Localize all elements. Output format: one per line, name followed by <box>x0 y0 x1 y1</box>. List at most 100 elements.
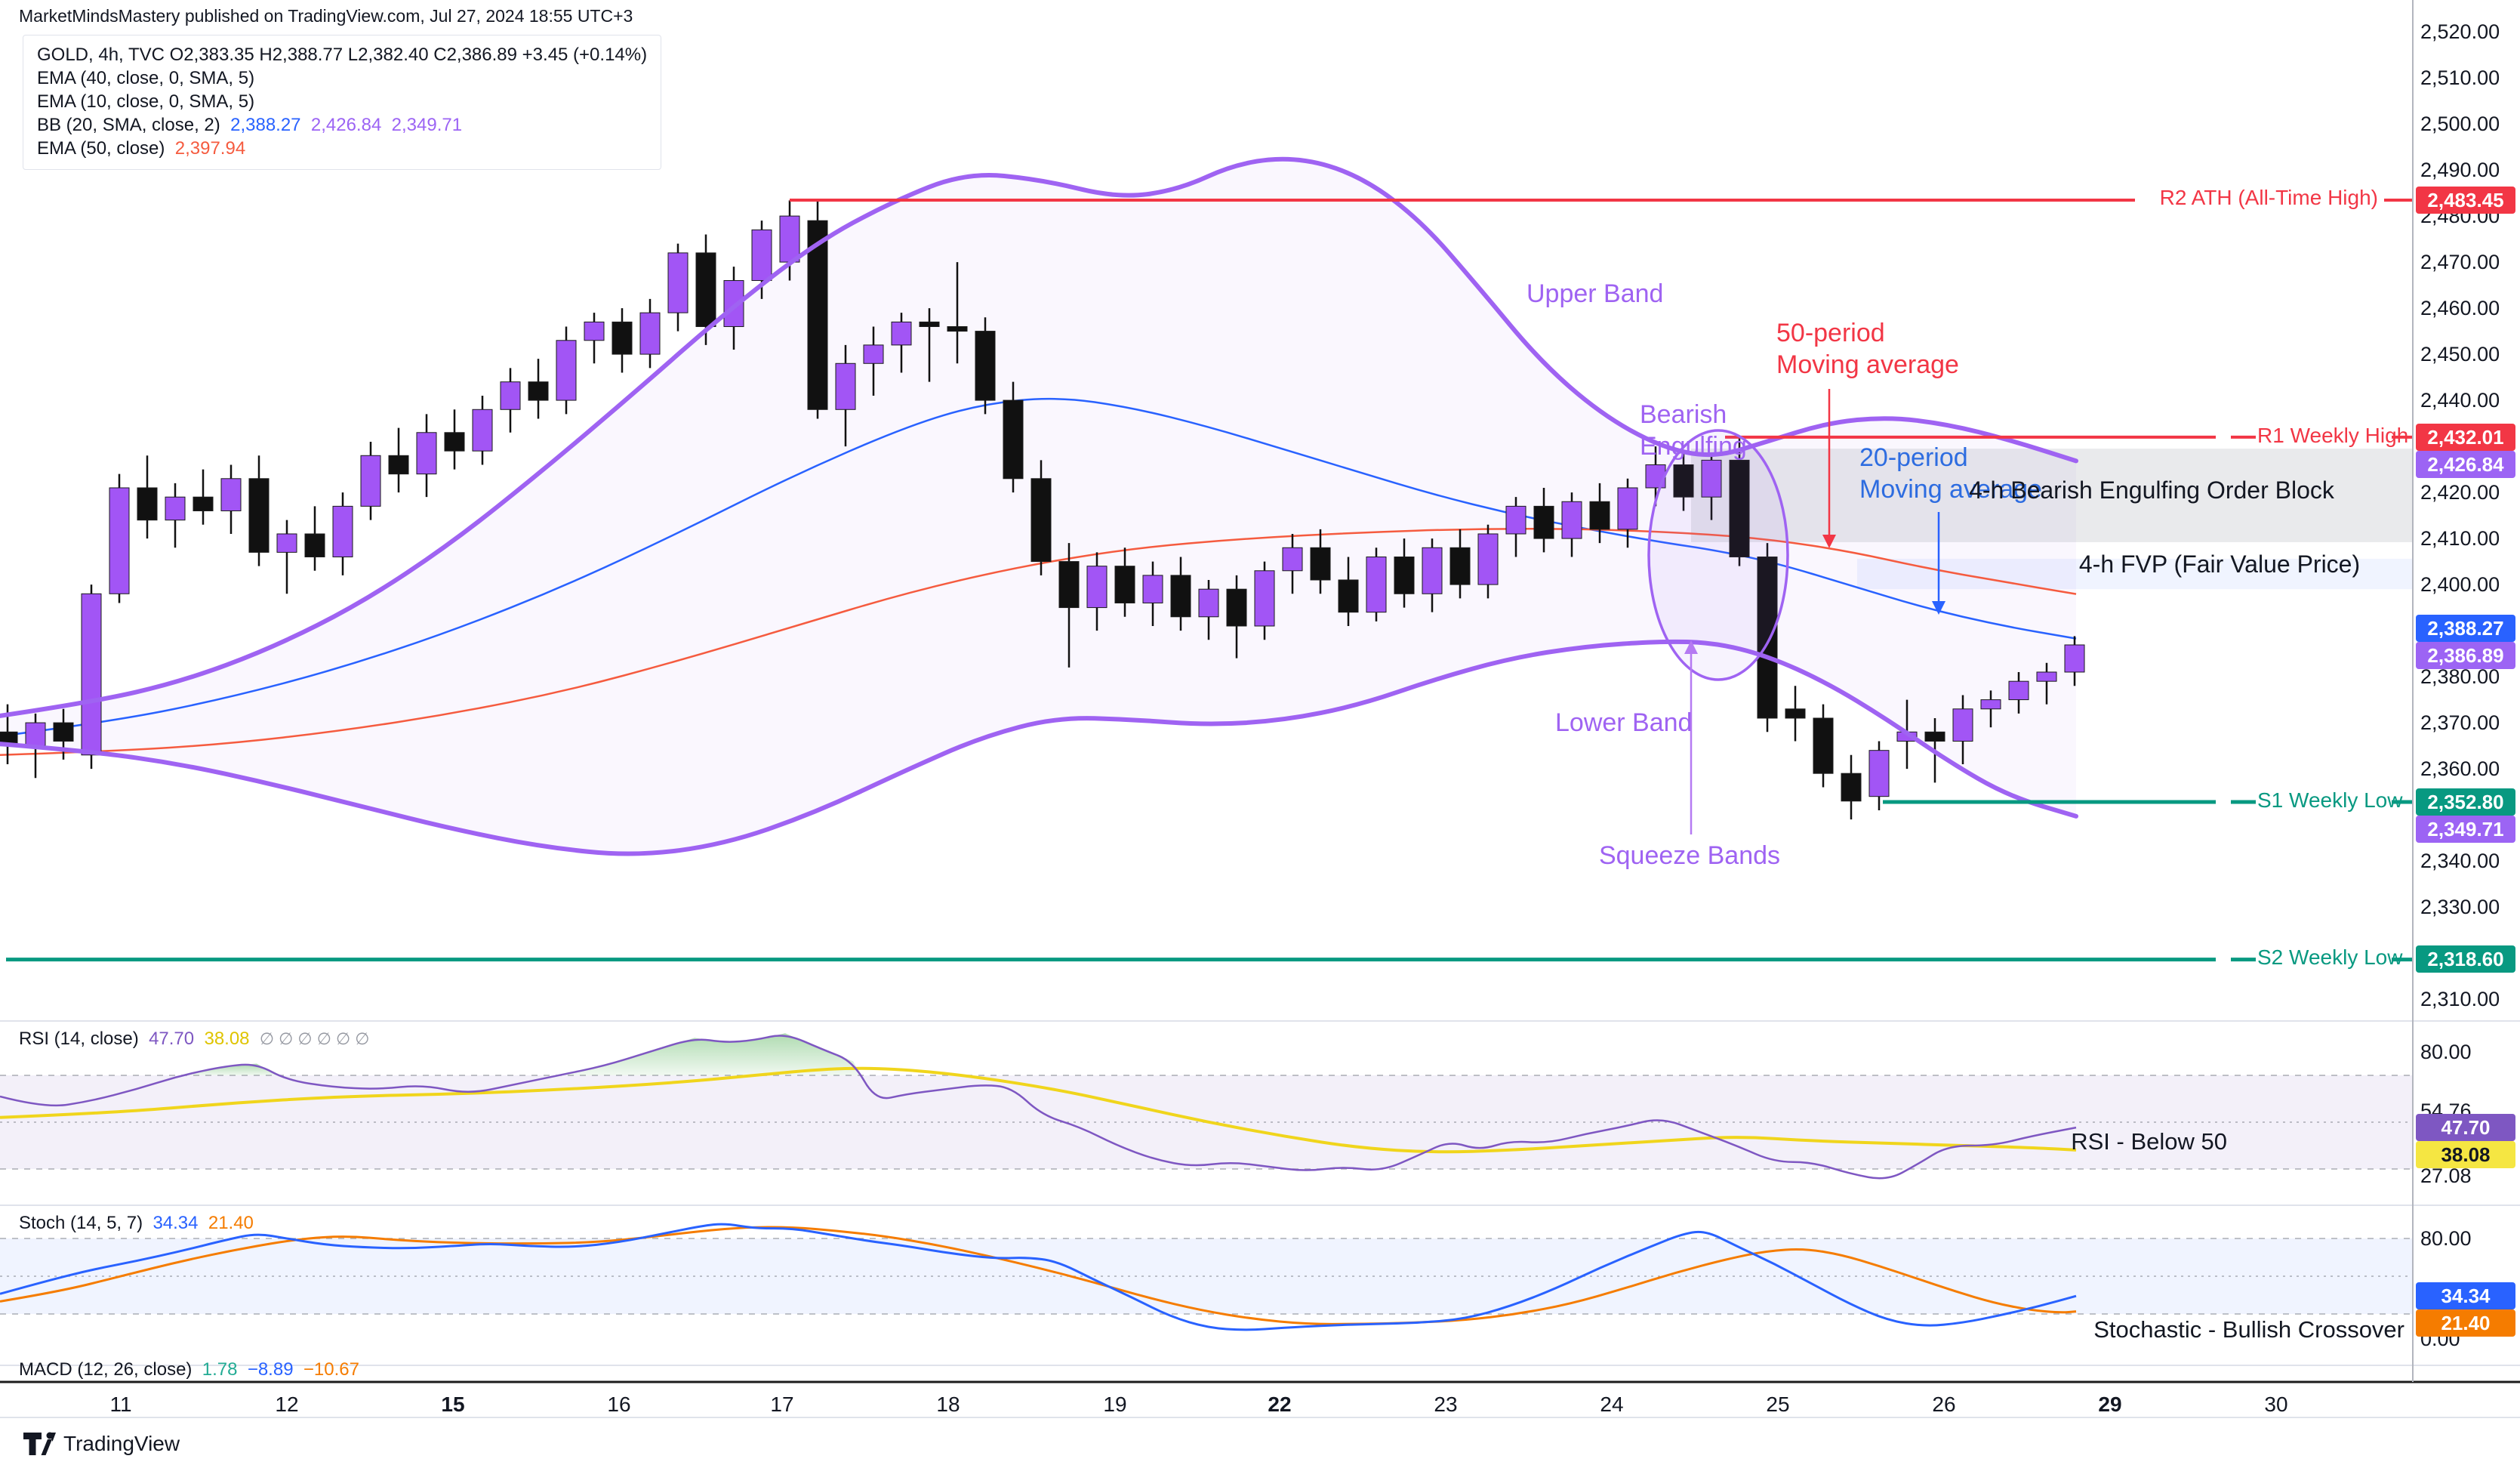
ema10-label: EMA (10, close, 0, SMA, 5) <box>37 91 255 112</box>
candle-down <box>1030 478 1052 563</box>
candle-up <box>1980 699 2001 710</box>
candle-down <box>53 722 74 742</box>
candle-up <box>2008 680 2029 701</box>
price-tick-label: 2,370.00 <box>2420 711 2500 735</box>
candle-down <box>1841 773 1862 802</box>
macd-hist-value: 1.78 <box>202 1359 238 1380</box>
time-tick-label: 29 <box>2098 1393 2122 1416</box>
legend-ema40-row: EMA (40, close, 0, SMA, 5) <box>37 66 647 90</box>
candle-up <box>1422 547 1443 594</box>
order_block-zone <box>1691 449 2413 542</box>
candle-up <box>1086 566 1108 609</box>
candle-down <box>807 220 828 410</box>
bb-label: BB (20, SMA, close, 2) <box>37 115 220 135</box>
price-tick-label: 2,420.00 <box>2420 481 2500 504</box>
candle-up <box>1868 750 1890 797</box>
annotation-arrowhead <box>1822 535 1836 548</box>
candle-down <box>1394 556 1415 594</box>
rsi-value: 47.70 <box>149 1029 195 1049</box>
time-tick-label: 19 <box>1103 1393 1127 1416</box>
price-badge: 34.34 <box>2416 1282 2515 1309</box>
price-badge: 2,318.60 <box>2416 945 2515 973</box>
symbol-legend: GOLD, 4h, TVC O2,383.35 H2,388.77 L2,382… <box>23 35 662 170</box>
r2-level-label: R2 ATH (All-Time High) <box>2159 186 2378 209</box>
candle-up <box>779 215 800 263</box>
bearish-engulfing-circle <box>1647 429 1789 681</box>
rsi-note: RSI - Below 50 <box>2071 1128 2227 1155</box>
candle-up <box>276 533 297 553</box>
candle-up <box>1952 708 1973 742</box>
ema40-label: EMA (40, close, 0, SMA, 5) <box>37 68 255 88</box>
candle-up <box>639 312 661 355</box>
candle-up <box>220 478 242 511</box>
indicator-tick-label: 80.00 <box>2420 1227 2472 1250</box>
stoch-label: Stoch (14, 5, 7) <box>19 1213 143 1233</box>
lower-band-annotation: Lower Band <box>1555 708 1693 737</box>
rsi-label: RSI (14, close) <box>19 1029 139 1049</box>
candle-up <box>1617 487 1638 530</box>
time-tick-label: 24 <box>1600 1393 1624 1416</box>
stoch-d-line <box>0 1226 2077 1325</box>
candle-up <box>81 593 102 756</box>
stoch-legend: Stoch (14, 5, 7) 34.34 21.40 <box>19 1213 254 1234</box>
tradingview-logo-text: TradingView <box>63 1432 180 1455</box>
time-tick-label: 12 <box>275 1393 299 1416</box>
candle-up <box>1142 575 1163 603</box>
fvp-zone <box>1857 558 2413 590</box>
legend-ema50-row: EMA (50, close) 2,397.94 <box>37 137 647 160</box>
price-badge: 38.08 <box>2416 1141 2515 1168</box>
publish-header: MarketMindsMastery published on TradingV… <box>19 6 633 26</box>
candle-up <box>25 722 46 747</box>
ma50-annotation: 50-period Moving average <box>1776 317 1959 381</box>
time-tick-label: 25 <box>1766 1393 1790 1416</box>
order-block-label: 4-h Bearish Engulfing Order Block <box>1969 477 2334 504</box>
candle-down <box>444 432 465 452</box>
candle-up <box>165 496 186 521</box>
candle-down <box>1813 717 1834 774</box>
candle-down <box>1226 588 1247 627</box>
stoch-k-line <box>0 1223 2077 1331</box>
candle-down <box>137 487 158 521</box>
bb-lower-line <box>0 639 2078 856</box>
rsi-line <box>0 1035 2077 1180</box>
rsi-legend: RSI (14, close) 47.70 38.08 ∅ ∅ ∅ ∅ ∅ ∅ <box>19 1029 369 1050</box>
ema50-line <box>0 528 2077 757</box>
price-tick-label: 2,330.00 <box>2420 896 2500 919</box>
price-badge: 2,349.71 <box>2416 816 2515 843</box>
candle-up <box>2064 644 2085 673</box>
ma50-line1: 50-period <box>1776 319 1885 347</box>
candle-up <box>863 344 884 364</box>
candle-up <box>584 321 605 341</box>
stoch-d-value: 21.40 <box>208 1213 254 1233</box>
candle-down <box>528 381 549 401</box>
macd-signal-value: −10.67 <box>303 1359 359 1380</box>
candle-down <box>1757 556 1778 719</box>
rsi-overbought-fill <box>181 1063 279 1075</box>
stoch-k-value: 34.34 <box>152 1213 199 1233</box>
price-badge: 21.40 <box>2416 1309 2515 1337</box>
price-badge: 2,386.89 <box>2416 642 2515 669</box>
candle-up <box>1198 588 1219 618</box>
candle-down <box>388 455 409 475</box>
time-tick-label: 26 <box>1932 1393 1956 1416</box>
bearish-line2: Engulfing <box>1640 432 1747 461</box>
candle-down <box>1729 459 1750 557</box>
candle-down <box>248 478 270 553</box>
ma20-line1: 20-period <box>1859 443 1968 472</box>
candle-up <box>556 340 577 401</box>
candle-up <box>416 432 437 475</box>
candle-up <box>835 362 856 410</box>
tradingview-logo[interactable]: TradingView <box>23 1432 180 1456</box>
time-tick-label: 18 <box>936 1393 960 1416</box>
candle-down <box>947 325 968 332</box>
price-tick-label: 2,500.00 <box>2420 113 2500 136</box>
bb-lower-value: 2,349.71 <box>391 115 463 135</box>
price-tick-label: 2,410.00 <box>2420 527 2500 551</box>
time-tick-label: 16 <box>607 1393 631 1416</box>
time-axis[interactable]: 11 12 15 16 17 18 19 22 23 24 25 26 29 30 <box>0 1388 2520 1418</box>
price-badge: 2,426.84 <box>2416 451 2515 478</box>
bb-upper-value: 2,426.84 <box>310 115 382 135</box>
price-badge: 47.70 <box>2416 1114 2515 1141</box>
